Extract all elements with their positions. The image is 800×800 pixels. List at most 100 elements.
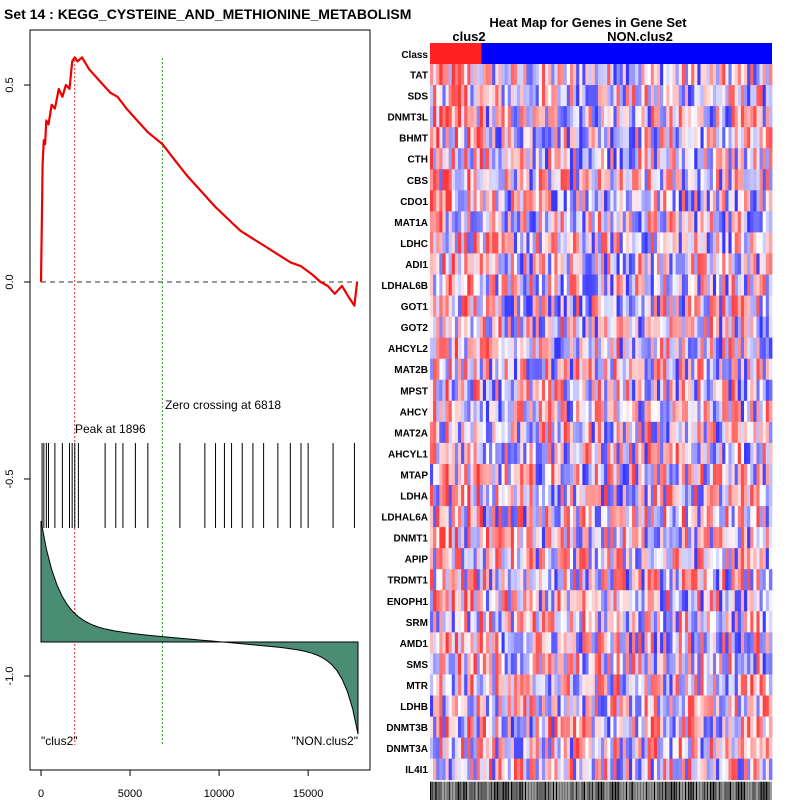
- heatmap-cell: [684, 569, 689, 591]
- heatmap-cell: [619, 569, 624, 591]
- heatmap-cell: [501, 253, 506, 275]
- heatmap-cell: [557, 295, 561, 317]
- heatmap-cell: [663, 758, 667, 781]
- heatmap-cell: [712, 527, 717, 549]
- sample-label-mark: [633, 781, 635, 800]
- heatmap-cell: [520, 232, 524, 254]
- heatmap-cell: [576, 295, 580, 317]
- heatmap-cell: [622, 400, 627, 423]
- heatmap-cell: [622, 337, 627, 360]
- heatmap-cell: [604, 253, 608, 275]
- heatmap-cell: [669, 358, 673, 381]
- heatmap-cell: [666, 295, 670, 317]
- heatmap-cell: [532, 485, 537, 507]
- sample-label-mark: [681, 781, 684, 800]
- heatmap-cell: [492, 85, 496, 107]
- heatmap-cell: [647, 85, 652, 107]
- sample-label-mark: [475, 781, 477, 800]
- heatmap-cell: [479, 548, 484, 570]
- heatmap-cell: [461, 590, 465, 612]
- sample-label-mark: [692, 781, 694, 800]
- heatmap-cell: [576, 674, 580, 696]
- sample-label-mark: [594, 781, 596, 800]
- heatmap-cell: [747, 485, 751, 507]
- heatmap-cell: [744, 527, 748, 549]
- heatmap-cell: [457, 400, 462, 423]
- heatmap-cell: [597, 358, 602, 381]
- heatmap-cell: [594, 485, 599, 507]
- heatmap-cell: [768, 106, 773, 128]
- heatmap-cell: [526, 337, 530, 360]
- heatmap-cell: [641, 190, 645, 212]
- heatmap-cell: [694, 169, 698, 191]
- heatmap-cell: [622, 695, 627, 717]
- heatmap-cell: [734, 85, 739, 107]
- heatmap-cell: [691, 379, 695, 402]
- heatmap-cell: [691, 485, 695, 507]
- heatmap-cell: [681, 106, 686, 128]
- heatmap-cell: [700, 421, 704, 444]
- heatmap-cell: [691, 506, 695, 528]
- heatmap-cell: [492, 169, 496, 191]
- heatmap-cell: [734, 695, 739, 717]
- heatmap-cell: [476, 506, 481, 528]
- heatmap-cell: [616, 379, 621, 402]
- heatmap-cell: [728, 695, 732, 717]
- heatmap-cell: [688, 653, 692, 675]
- heatmap-cell: [501, 148, 506, 170]
- heatmap-cell: [585, 674, 589, 696]
- heatmap-cell: [457, 85, 462, 107]
- heatmap-cell: [545, 632, 549, 654]
- heatmap-cell: [656, 169, 661, 191]
- heatmap-cell: [461, 463, 465, 486]
- heatmap-cell: [765, 737, 770, 760]
- heatmap-cell: [740, 569, 745, 591]
- heatmap-cell: [538, 379, 543, 402]
- heatmap-cell: [759, 127, 764, 149]
- sample-label-mark: [555, 781, 558, 800]
- heatmap-cell: [439, 358, 443, 381]
- heatmap-cell: [501, 421, 506, 444]
- heatmap-cell: [703, 127, 708, 149]
- heatmap-cell: [433, 548, 437, 570]
- sample-label-mark: [611, 781, 614, 800]
- heatmap-cell: [644, 337, 649, 360]
- heatmap-cell: [681, 169, 686, 191]
- heatmap-cell: [688, 211, 692, 233]
- heatmap-row: [430, 379, 773, 402]
- heatmap-cell: [433, 485, 437, 507]
- heatmap-cell: [737, 421, 742, 444]
- sample-label-mark: [639, 781, 642, 800]
- heatmap-cell: [681, 548, 686, 570]
- heatmap-cell: [445, 674, 450, 696]
- heatmap-cell: [750, 758, 754, 781]
- heatmap-cell: [433, 148, 437, 170]
- heatmap-cell: [647, 653, 652, 675]
- heatmap-cell: [709, 358, 714, 381]
- heatmap-cell: [604, 274, 608, 296]
- heatmap-cell: [470, 295, 474, 317]
- heatmap-cell: [485, 169, 490, 191]
- heatmap-cell: [585, 527, 589, 549]
- heatmap-cell: [557, 758, 561, 781]
- heatmap-cell: [585, 400, 589, 423]
- heatmap-cell: [737, 674, 742, 696]
- heatmap-cell: [526, 421, 530, 444]
- sample-label-mark: [627, 781, 629, 800]
- heatmap-cell: [476, 716, 481, 738]
- gene-label: DNMT3A: [386, 744, 428, 755]
- heatmap-cell: [532, 337, 537, 360]
- heatmap-cell: [675, 548, 680, 570]
- heatmap-cell: [697, 442, 701, 465]
- heatmap-cell: [526, 253, 530, 275]
- heatmap-cell: [433, 337, 437, 360]
- heatmap-cell: [650, 127, 655, 149]
- heatmap-cell: [495, 337, 499, 360]
- heatmap-cell: [526, 674, 530, 696]
- heatmap-cell: [703, 716, 708, 738]
- heatmap-cell: [442, 253, 446, 275]
- heatmap-cell: [439, 716, 443, 738]
- heatmap-cell: [638, 653, 642, 675]
- heatmap-cell: [436, 632, 440, 654]
- heatmap-cell: [476, 379, 481, 402]
